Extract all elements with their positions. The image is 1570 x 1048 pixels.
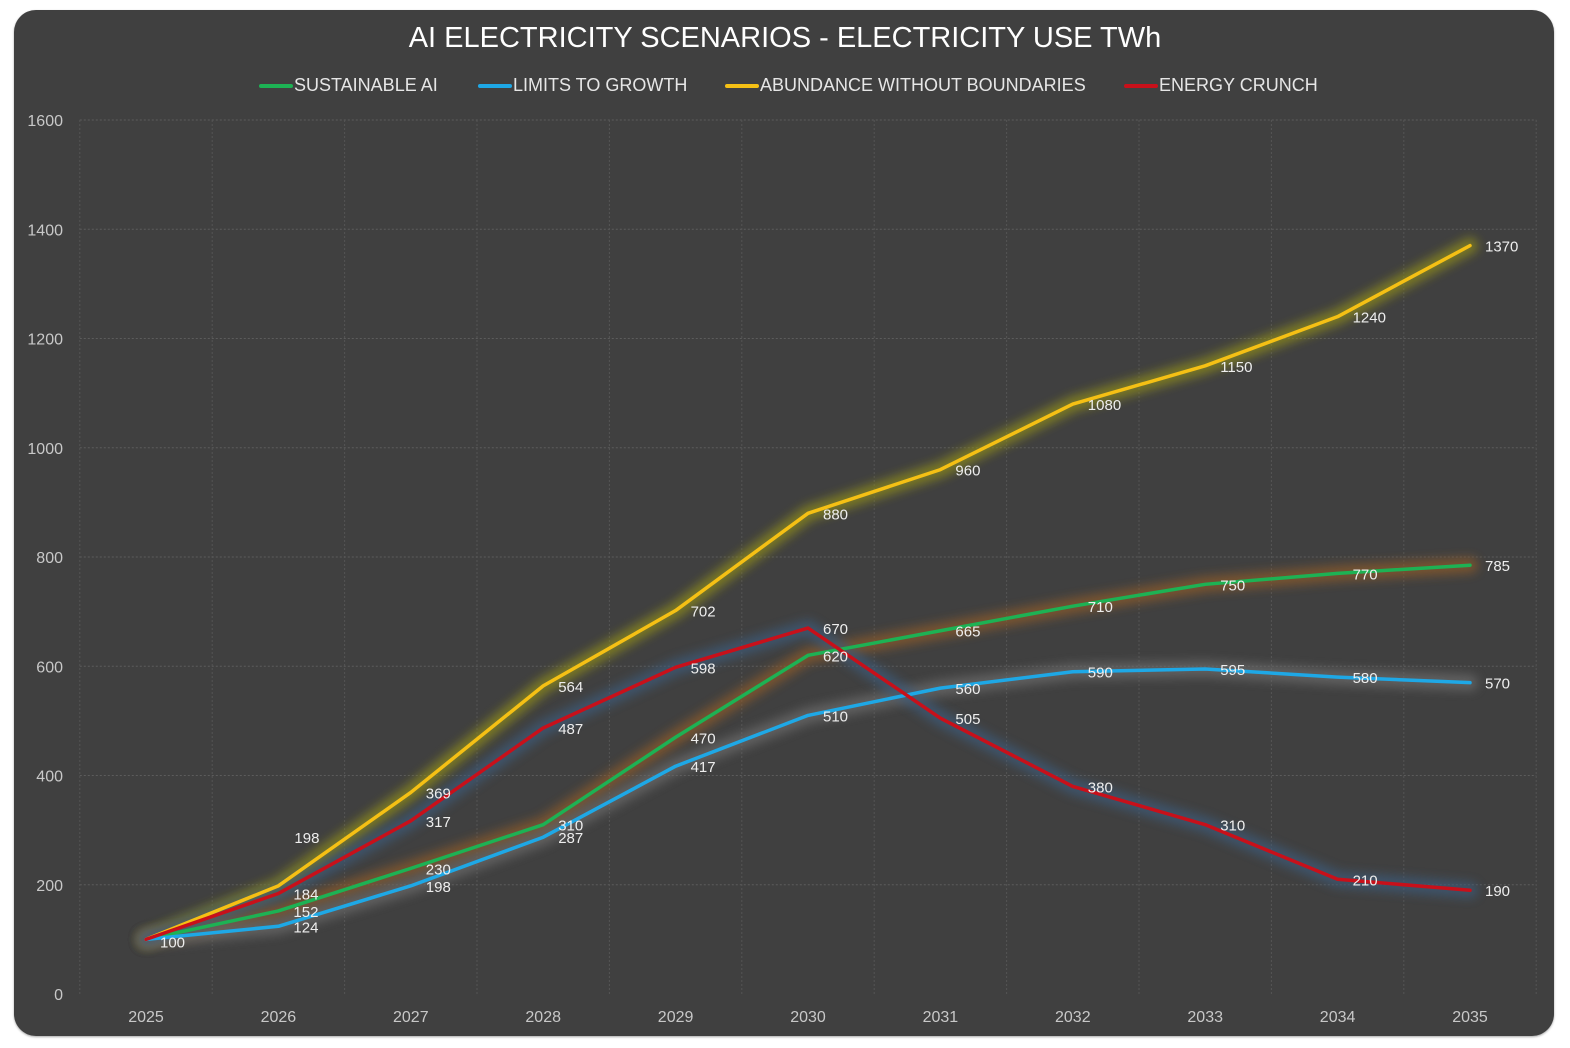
- data-label: 570: [1485, 676, 1510, 693]
- y-tick-label: 800: [36, 550, 63, 567]
- legend-swatch-red-icon: [1124, 83, 1158, 88]
- data-label: 510: [823, 708, 848, 725]
- legend-swatch-green-icon: [259, 83, 293, 88]
- data-label: 564: [558, 679, 583, 696]
- data-label: 310: [558, 818, 583, 835]
- data-label: 380: [1088, 779, 1113, 796]
- data-label: 710: [1088, 599, 1113, 616]
- legend: SUSTAINABLE AI LIMITS TO GROWTH ABUNDANC…: [0, 75, 1570, 99]
- data-label: 470: [691, 730, 716, 747]
- data-label: 198: [294, 830, 319, 847]
- data-label: 598: [691, 660, 716, 677]
- data-label: 505: [955, 711, 980, 728]
- data-label: 750: [1220, 577, 1245, 594]
- data-label: 230: [426, 861, 451, 878]
- x-tick-label: 2034: [1320, 1009, 1356, 1026]
- data-label: 785: [1485, 558, 1510, 575]
- y-tick-label: 600: [36, 659, 63, 676]
- data-labels: 152 230 310 470 620 665 710 750 770 785 100 124 198 2…: [160, 239, 1518, 952]
- legend-item-sustainable-ai[interactable]: SUSTAINABLE AI: [259, 75, 438, 96]
- chart-title: AI ELECTRICITY SCENARIOS - ELECTRICITY U…: [408, 22, 1162, 54]
- legend-swatch-yellow-icon: [725, 83, 759, 88]
- x-tick-label: 2029: [658, 1009, 694, 1026]
- data-label: 590: [1088, 665, 1113, 682]
- legend-item-abundance[interactable]: ABUNDANCE WITHOUT BOUNDARIES: [725, 75, 1086, 96]
- legend-item-energy-crunch[interactable]: ENERGY CRUNCH: [1124, 75, 1318, 96]
- data-label: 595: [1220, 662, 1245, 679]
- data-label: 184: [293, 886, 318, 903]
- data-label: 124: [293, 919, 318, 936]
- data-label: 287: [558, 830, 583, 847]
- data-label: 702: [691, 604, 716, 621]
- x-tick-label: 2026: [261, 1009, 297, 1026]
- data-label: 487: [558, 721, 583, 738]
- data-label: 1370: [1485, 239, 1518, 256]
- data-label: 670: [823, 621, 848, 638]
- y-tick-label: 1600: [27, 113, 63, 130]
- data-label: 190: [1485, 883, 1510, 900]
- gridlines: [79, 119, 1537, 994]
- legend-label: ABUNDANCE WITHOUT BOUNDARIES: [760, 75, 1086, 95]
- y-tick-label: 1000: [27, 441, 63, 458]
- data-label: 770: [1353, 566, 1378, 583]
- x-axis-ticks: 2025 2026 2027 2028 2029 2030 2031 2032 2033 2034…: [128, 1009, 1488, 1026]
- data-label: 100: [160, 934, 185, 951]
- series-lines: [144, 243, 1472, 942]
- data-label: 665: [955, 624, 980, 641]
- data-label: 880: [823, 506, 848, 523]
- data-label: 1150: [1220, 359, 1252, 376]
- y-tick-label: 200: [36, 878, 63, 895]
- data-label: 310: [1220, 818, 1245, 835]
- data-label: 580: [1353, 670, 1378, 687]
- data-label: 198: [426, 879, 451, 896]
- legend-item-limits-to-growth[interactable]: LIMITS TO GROWTH: [478, 75, 687, 96]
- data-label: 369: [426, 785, 451, 802]
- data-label: 1240: [1353, 310, 1386, 327]
- y-tick-label: 400: [36, 769, 63, 786]
- legend-label: LIMITS TO GROWTH: [513, 75, 688, 95]
- y-axis-ticks: 0 200 400 600 800 1000 1200 1400 1600: [27, 113, 63, 1004]
- data-label: 1080: [1088, 397, 1121, 414]
- x-tick-label: 2032: [1055, 1009, 1091, 1026]
- data-label: 620: [823, 648, 848, 665]
- data-label: 960: [955, 463, 980, 480]
- x-tick-label: 2033: [1187, 1009, 1223, 1026]
- legend-label: SUSTAINABLE AI: [294, 75, 438, 95]
- data-label: 560: [955, 681, 980, 698]
- data-label: 417: [691, 759, 716, 776]
- y-tick-label: 1200: [27, 332, 63, 349]
- data-label: 210: [1353, 872, 1378, 889]
- x-tick-label: 2031: [923, 1009, 959, 1026]
- y-tick-label: 1400: [27, 222, 63, 239]
- x-tick-label: 2028: [525, 1009, 561, 1026]
- legend-label: ENERGY CRUNCH: [1159, 75, 1318, 95]
- data-label: 152: [293, 904, 318, 921]
- x-tick-label: 2025: [128, 1009, 164, 1026]
- x-tick-label: 2027: [393, 1009, 429, 1026]
- y-tick-label: 0: [54, 987, 63, 1004]
- legend-swatch-blue-icon: [478, 83, 512, 88]
- x-tick-label: 2030: [790, 1009, 826, 1026]
- data-label: 317: [426, 814, 451, 831]
- x-tick-label: 2035: [1452, 1009, 1488, 1026]
